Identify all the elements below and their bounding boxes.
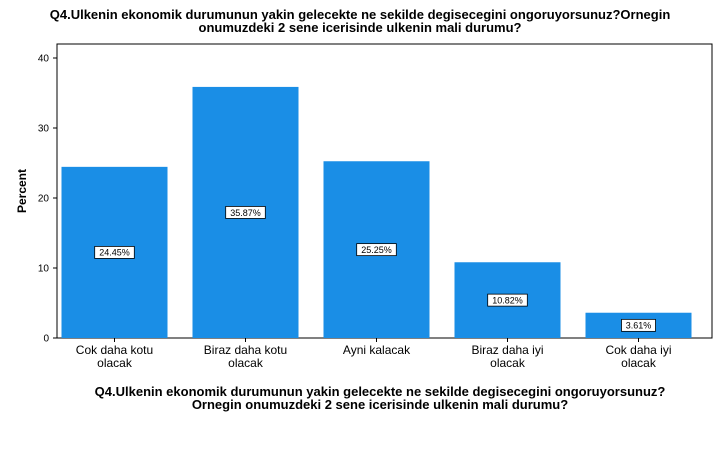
data-label-3: 25.25%: [361, 245, 392, 255]
x-tick-label-1-line-1: Cok daha kotu: [76, 343, 153, 357]
data-label-1: 24.45%: [99, 248, 130, 258]
data-label-box-2: [225, 206, 266, 219]
chart-title-line-1: Q4.Ulkenin ekonomik durumunun yakin gele…: [49, 7, 671, 22]
chart-title-line-2: onumuzdeki 2 sene icerisinde ulkenin mal…: [198, 20, 522, 35]
x-tick-label-4-line-1: Biraz daha iyi: [471, 343, 543, 357]
y-tick-label-10: 10: [38, 264, 50, 275]
y-tick-label-0: 0: [43, 334, 49, 345]
x-tick-label-1-line-2: olacak: [97, 356, 133, 370]
x-tick-label-5-line-1: Cok daha iyi: [605, 343, 671, 357]
data-label-box-5: [621, 318, 656, 332]
data-label-box-3: [356, 243, 397, 257]
y-tick-label-40: 40: [38, 54, 50, 65]
x-tick-label-3-line-1: Ayni kalacak: [343, 343, 411, 357]
data-label-5: 3.61%: [626, 321, 652, 331]
x-axis-title-line-1: Q4.Ulkenin ekonomik durumunun yakin gele…: [94, 384, 666, 399]
x-tick-label-2-line-2: olacak: [228, 356, 264, 370]
data-label-4: 10.82%: [492, 295, 523, 305]
y-tick-label-20: 20: [38, 194, 50, 205]
x-tick-label-2-line-1: Biraz daha kotu: [204, 343, 287, 357]
data-label-2: 35.87%: [230, 208, 261, 218]
x-tick-label-4-line-2: olacak: [490, 356, 526, 370]
chart-title: Q4.Ulkenin ekonomik durumunun yakin gele…: [0, 8, 720, 34]
x-axis-title-line-2: Ornegin onumuzdeki 2 sene icerisinde ulk…: [191, 397, 569, 412]
data-label-box-4: [487, 293, 528, 307]
y-tick-label-30: 30: [38, 124, 50, 135]
data-label-box-1: [94, 246, 135, 259]
y-axis-label: Percent: [15, 169, 29, 213]
x-axis-title: Q4.Ulkenin ekonomik durumunun yakin gele…: [0, 385, 720, 411]
x-tick-label-5-line-2: olacak: [621, 356, 657, 370]
